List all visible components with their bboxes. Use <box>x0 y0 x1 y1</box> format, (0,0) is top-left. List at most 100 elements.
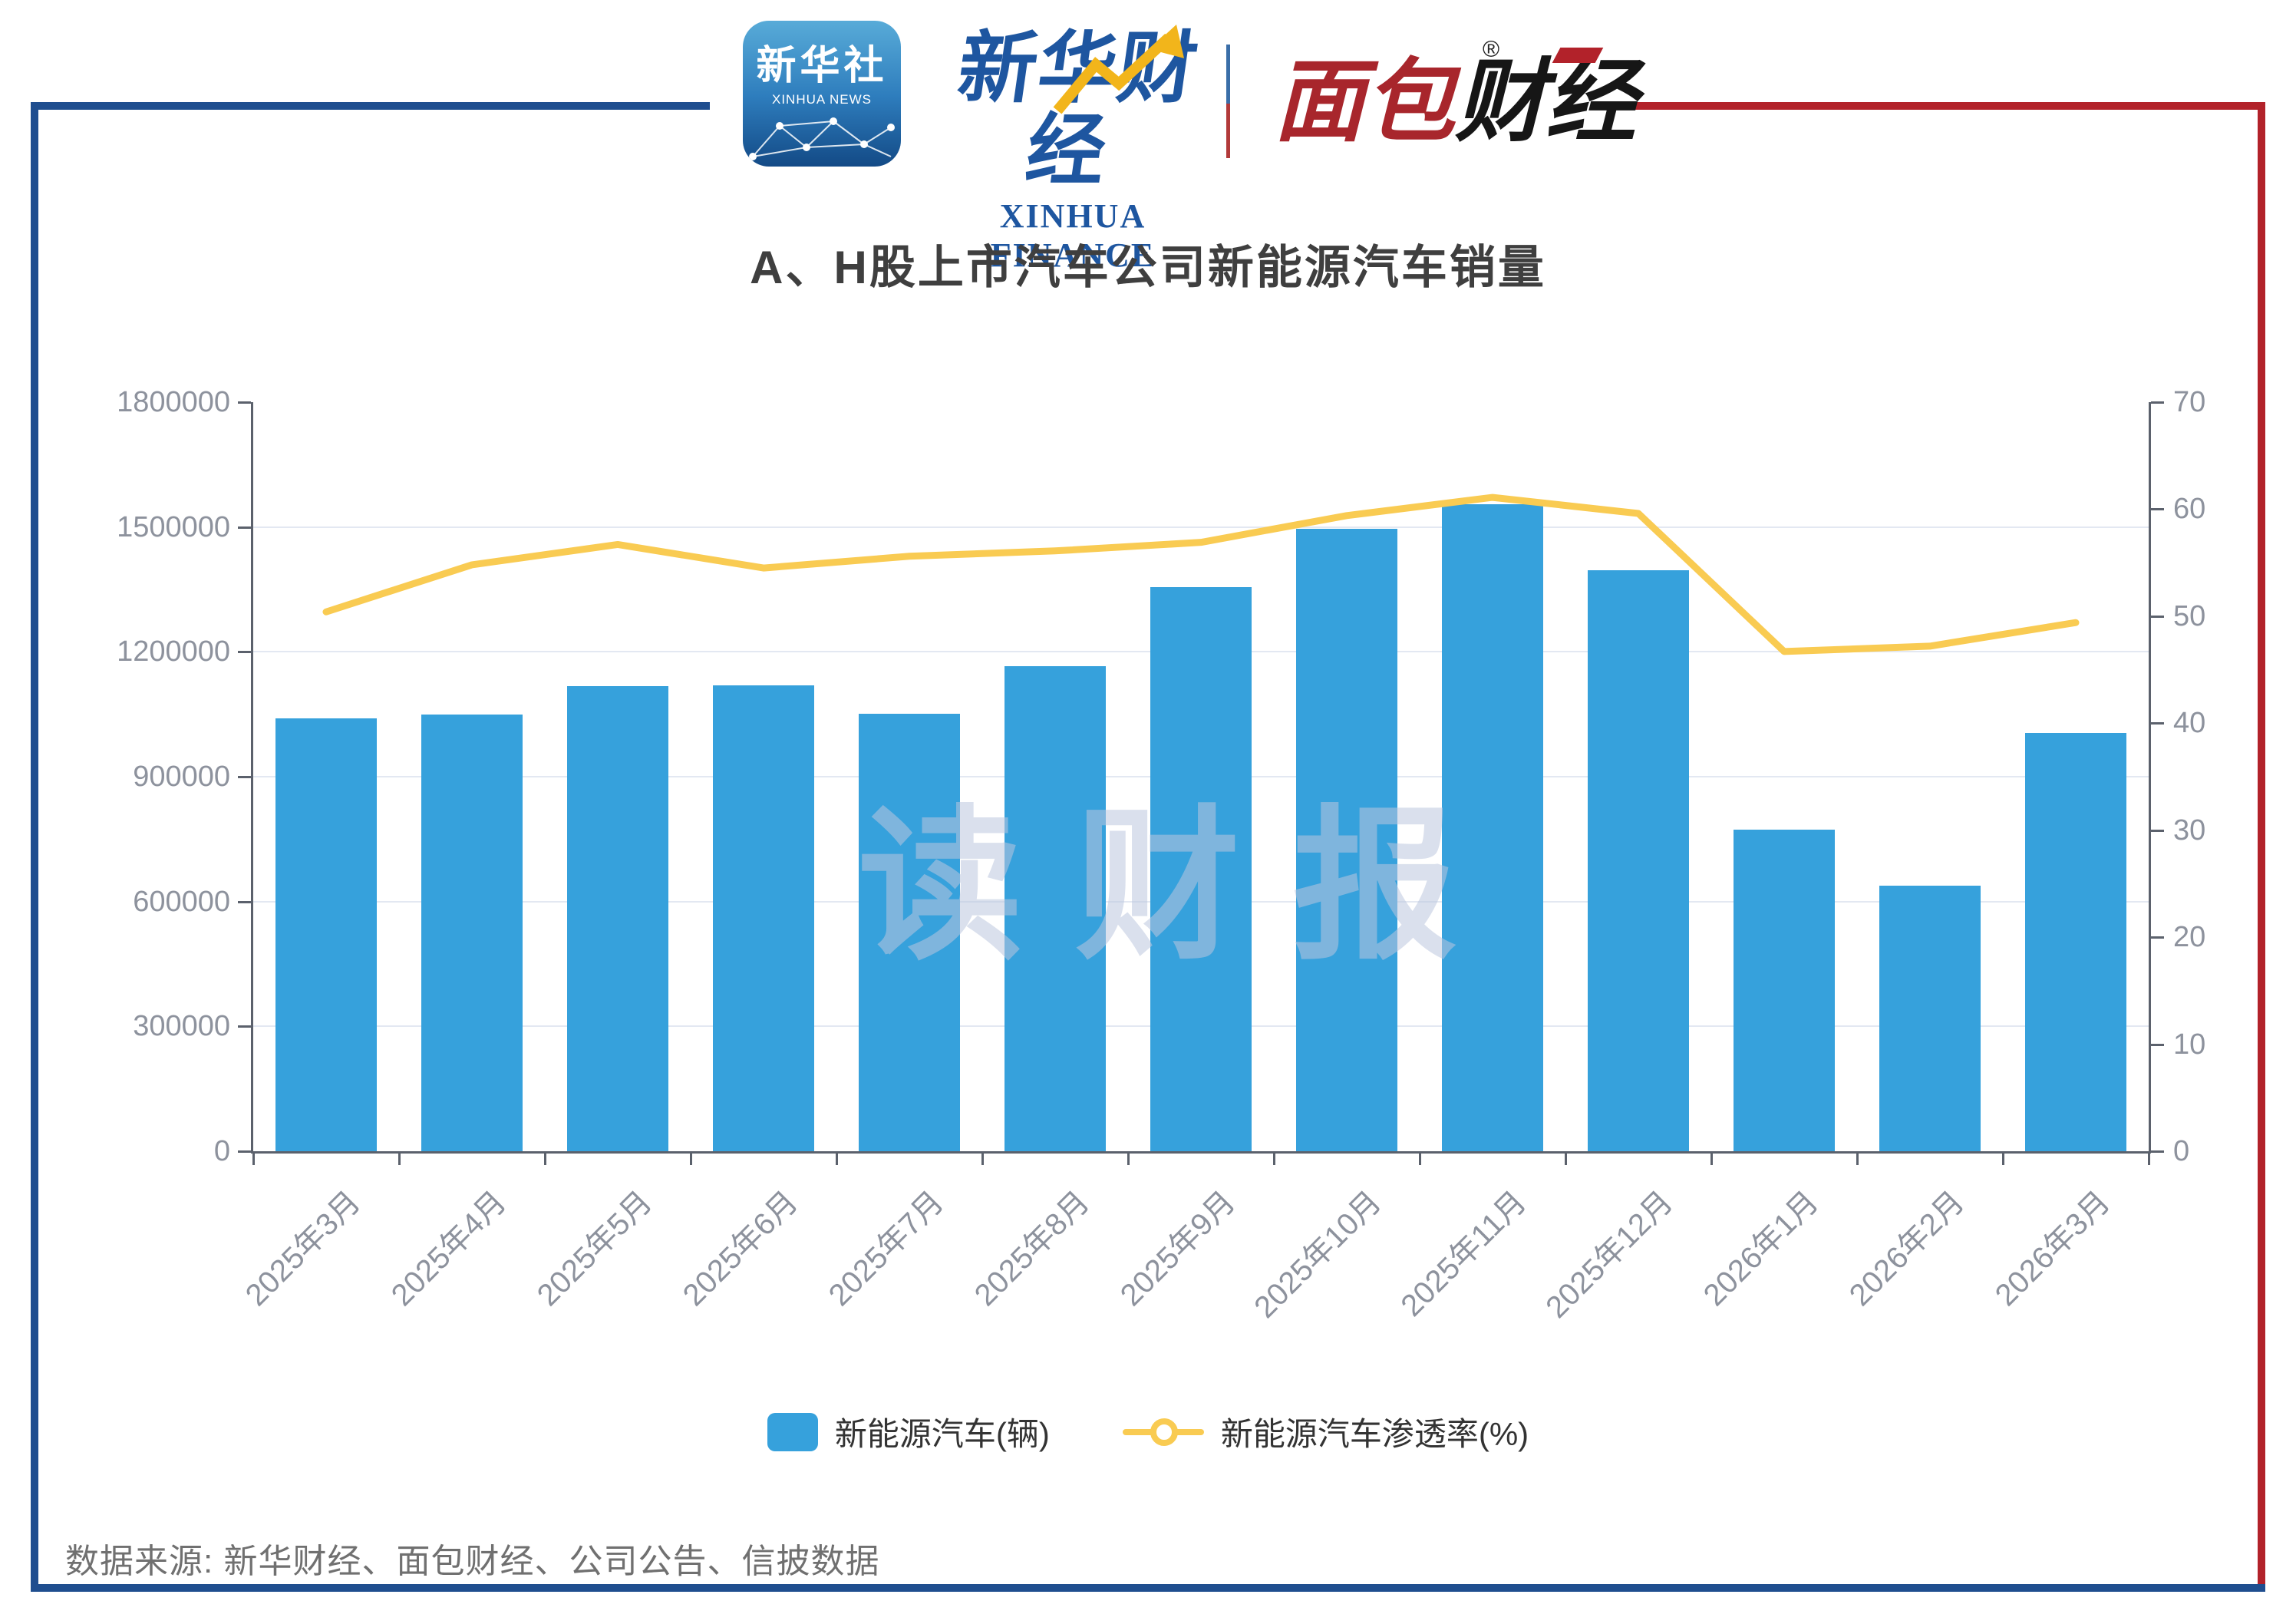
x-axis-tick <box>2148 1151 2150 1165</box>
frame-border-top-right <box>1600 102 2265 110</box>
x-axis-label: 2026年2月 <box>1842 1184 1971 1313</box>
penetration-rate-line[interactable] <box>253 402 2149 1151</box>
x-axis-tick <box>1273 1151 1275 1165</box>
y-axis-right-tick <box>2151 936 2164 939</box>
x-axis-tick <box>1856 1151 1859 1165</box>
y-axis-left-line <box>251 402 253 1154</box>
y-axis-right-tick <box>2151 722 2164 725</box>
y-axis-right-label: 70 <box>2173 386 2206 418</box>
y-axis-right-label: 10 <box>2173 1028 2206 1061</box>
x-axis-label: 2026年3月 <box>1988 1184 2116 1313</box>
mianbao-logo-black-part: 财经 <box>1455 51 1637 153</box>
legend-label-nev-sales: 新能源汽车(辆) <box>834 1416 1050 1452</box>
legend: 新能源汽车(辆) 新能源汽车渗透率(%) <box>0 1408 2296 1455</box>
y-axis-right-label: 50 <box>2173 599 2206 632</box>
watermark-text: 读财报 <box>858 794 1509 979</box>
bar-2025年10月[interactable] <box>1296 528 1397 1151</box>
legend-item-nev-sales[interactable]: 新能源汽车(辆) <box>767 1408 1050 1455</box>
bar-2025年6月[interactable] <box>713 685 814 1151</box>
bar-2026年1月[interactable] <box>1734 830 1835 1151</box>
y-axis-left-tick <box>238 651 251 654</box>
x-axis-tick <box>398 1151 401 1165</box>
x-axis-line <box>251 1151 2151 1154</box>
x-axis-tick <box>2002 1151 2004 1165</box>
xinhua-news-logo-en: XINHUA NEWS <box>771 92 873 107</box>
data-source-note: 数据来源: 新华财经、面包财经、公司公告、信披数据 <box>65 1543 880 1580</box>
y-axis-right-label: 0 <box>2173 1135 2190 1167</box>
bar-2025年3月[interactable] <box>275 718 377 1151</box>
bar-2026年3月[interactable] <box>2025 733 2126 1151</box>
x-axis-label: 2025年4月 <box>384 1184 513 1313</box>
y-axis-left-label: 1200000 <box>117 635 230 668</box>
bar-2025年9月[interactable] <box>1150 586 1252 1151</box>
y-axis-left-label: 1500000 <box>117 510 230 543</box>
bar-2025年8月[interactable] <box>1004 666 1106 1151</box>
y-axis-right-tick <box>2151 508 2164 511</box>
network-graphic-icon <box>749 117 895 160</box>
y-axis-right-label: 30 <box>2173 814 2206 847</box>
bar-2026年2月[interactable] <box>1879 886 1981 1151</box>
y-axis-right-tick <box>2151 401 2164 404</box>
bar-2025年7月[interactable] <box>859 713 960 1151</box>
legend-item-penetration-rate[interactable]: 新能源汽车渗透率(%) <box>1122 1408 1529 1455</box>
x-axis-tick <box>252 1151 255 1165</box>
x-axis-label: 2025年11月 <box>1394 1184 1533 1323</box>
bar-2025年12月[interactable] <box>1588 570 1689 1151</box>
bar-2025年11月[interactable] <box>1442 503 1543 1151</box>
y-axis-right-label: 60 <box>2173 493 2206 526</box>
y-axis-left-label: 1800000 <box>117 386 230 418</box>
registered-trademark-icon: ® <box>1483 37 1500 62</box>
mianbao-logo-red-part: 面包 <box>1274 51 1456 153</box>
y-axis-right-label: 20 <box>2173 921 2206 954</box>
y-axis-right-label: 40 <box>2173 707 2206 740</box>
x-axis-tick <box>544 1151 546 1165</box>
frame-border-right <box>2258 102 2265 1592</box>
y-axis-left-label: 0 <box>213 1135 230 1167</box>
y-axis-left-label: 600000 <box>133 885 230 918</box>
bar-series-swatch-icon <box>767 1412 818 1451</box>
x-axis-label: 2025年7月 <box>822 1184 950 1313</box>
xinhua-news-logo-cn: 新华社 <box>756 44 888 88</box>
y-axis-left-tick <box>238 900 251 903</box>
bar-2025年5月[interactable] <box>567 685 668 1151</box>
y-axis-left-tick <box>238 401 251 404</box>
xinhua-finance-logo-en: XINHUA FINANCE <box>990 197 1156 275</box>
frame-border-left <box>31 102 38 1592</box>
line-series-marker-icon <box>1122 1413 1204 1451</box>
y-axis-left-tick <box>238 1025 251 1028</box>
y-axis-left-tick <box>238 526 251 529</box>
y-axis-left-tick <box>238 1150 251 1153</box>
y-axis-right-tick <box>2151 1150 2164 1153</box>
x-axis-tick <box>981 1151 984 1165</box>
x-axis-tick <box>1710 1151 1713 1165</box>
chart-title: A、H股上市汽车公司新能源汽车销量 <box>750 242 1546 293</box>
x-axis-label: 2025年9月 <box>1113 1184 1242 1313</box>
x-axis-tick <box>836 1151 838 1165</box>
y-axis-right-line <box>2149 402 2151 1154</box>
y-axis-right-tick <box>2151 1043 2164 1046</box>
x-axis-label: 2026年1月 <box>1697 1184 1825 1313</box>
x-axis-label: 2025年8月 <box>968 1184 1096 1313</box>
frame-border-top-left <box>31 102 710 110</box>
y-axis-right-tick <box>2151 615 2164 618</box>
x-axis-label: 2025年12月 <box>1539 1184 1679 1325</box>
mianbao-finance-logo: 面包财经 ® <box>1274 37 1637 160</box>
header-divider <box>1226 45 1230 158</box>
x-axis-label: 2025年3月 <box>239 1184 367 1313</box>
x-axis-label: 2025年6月 <box>676 1184 804 1313</box>
y-axis-left-label: 900000 <box>133 761 230 793</box>
gridline <box>253 526 2149 528</box>
bar-2025年4月[interactable] <box>421 714 523 1151</box>
x-axis-tick <box>1419 1151 1421 1165</box>
xinhua-news-logo: 新华社 XINHUA NEWS <box>743 21 901 167</box>
x-axis-tick <box>690 1151 692 1165</box>
x-axis-tick <box>1127 1151 1130 1165</box>
x-axis-tick <box>1565 1151 1567 1165</box>
y-axis-right-tick <box>2151 829 2164 832</box>
frame-border-bottom <box>31 1584 2265 1592</box>
legend-label-penetration-rate: 新能源汽车渗透率(%) <box>1220 1416 1529 1452</box>
x-axis-label: 2025年5月 <box>530 1184 658 1313</box>
y-axis-left-tick <box>238 776 251 778</box>
x-axis-label: 2025年10月 <box>1247 1184 1387 1325</box>
